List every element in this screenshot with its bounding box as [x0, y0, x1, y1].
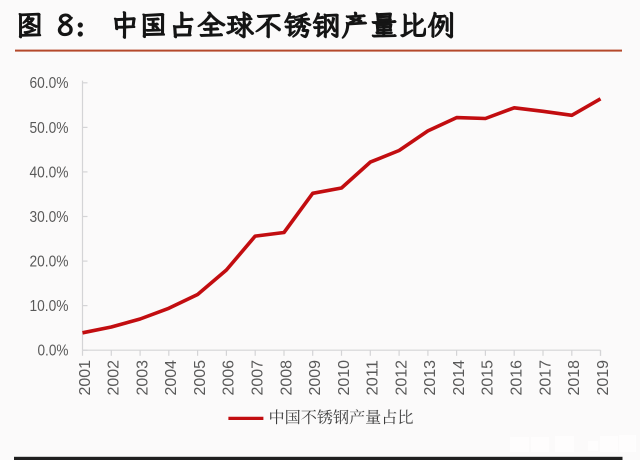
svg-text:2018: 2018 — [566, 360, 583, 396]
svg-text:0.0%: 0.0% — [38, 343, 69, 360]
svg-text:2019: 2019 — [595, 360, 612, 396]
svg-text:2012: 2012 — [393, 360, 410, 396]
svg-text:2013: 2013 — [422, 360, 439, 396]
svg-text:2002: 2002 — [106, 360, 123, 396]
svg-text:2017: 2017 — [537, 360, 554, 396]
svg-text:2010: 2010 — [336, 360, 353, 396]
svg-text:2009: 2009 — [307, 360, 324, 396]
svg-text:2001: 2001 — [77, 360, 94, 396]
svg-text:2014: 2014 — [451, 360, 468, 396]
svg-text:20.0%: 20.0% — [30, 254, 69, 271]
svg-text:2011: 2011 — [365, 360, 382, 396]
svg-text:40.0%: 40.0% — [30, 164, 69, 181]
svg-text:2007: 2007 — [250, 360, 267, 396]
svg-text:50.0%: 50.0% — [30, 120, 69, 137]
svg-text:30.0%: 30.0% — [30, 209, 69, 226]
svg-text:2004: 2004 — [163, 360, 180, 396]
svg-text:2003: 2003 — [134, 360, 151, 396]
svg-text:2016: 2016 — [509, 360, 526, 396]
svg-text:2008: 2008 — [278, 360, 295, 396]
svg-text:2006: 2006 — [221, 360, 238, 396]
svg-text:10.0%: 10.0% — [30, 298, 69, 315]
svg-text:2005: 2005 — [192, 360, 209, 396]
svg-text:60.0%: 60.0% — [30, 75, 69, 92]
svg-text:2015: 2015 — [480, 360, 497, 396]
